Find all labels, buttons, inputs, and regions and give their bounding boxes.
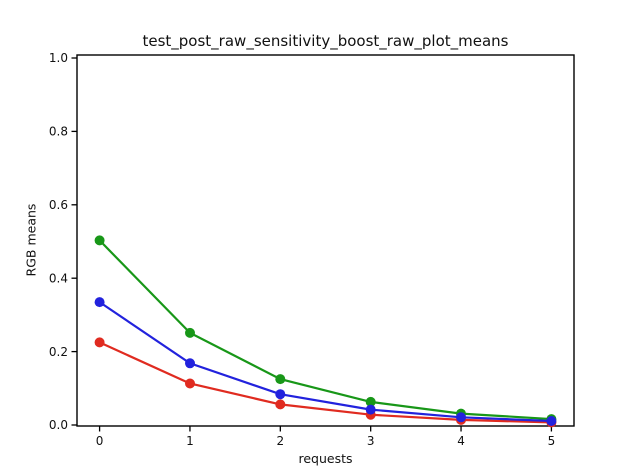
series-red-marker [275, 399, 286, 410]
series-blue-marker [546, 416, 557, 426]
y-tick-label: 0.4 [49, 271, 68, 285]
series-green-marker [185, 327, 195, 338]
y-tick-label: 0.6 [49, 198, 68, 212]
series-green-marker [365, 396, 376, 407]
series-blue-marker [275, 389, 286, 400]
y-tick-label: 0.8 [49, 125, 68, 139]
series-green-marker [275, 374, 286, 385]
x-tick-label: 4 [457, 434, 465, 448]
series-blue-marker [365, 404, 376, 415]
y-axis-label: RGB means [23, 203, 39, 277]
x-tick-label: 1 [186, 434, 194, 448]
x-tick-label: 3 [367, 434, 375, 448]
series-red-marker [185, 378, 195, 389]
series-red-marker [94, 337, 105, 348]
series-blue-marker [456, 412, 466, 423]
x-tick-label: 2 [276, 434, 284, 448]
series-blue-line [98, 301, 553, 423]
y-tick-label: 1.0 [49, 51, 68, 65]
series-blue-marker [185, 358, 195, 369]
x-axis-label: requests [298, 451, 353, 466]
series-green-marker [94, 235, 105, 246]
x-tick-label: 5 [548, 434, 556, 448]
y-tick-label: 0.2 [49, 345, 68, 359]
series-blue-marker [94, 297, 105, 308]
series-green-line [98, 239, 553, 421]
x-tick-label: 0 [96, 434, 104, 448]
series-red-line [98, 341, 553, 424]
y-tick-label: 0.0 [49, 418, 68, 432]
plot-border [76, 54, 575, 427]
chart-title: test_post_raw_sensitivity_boost_raw_plot… [142, 32, 509, 50]
